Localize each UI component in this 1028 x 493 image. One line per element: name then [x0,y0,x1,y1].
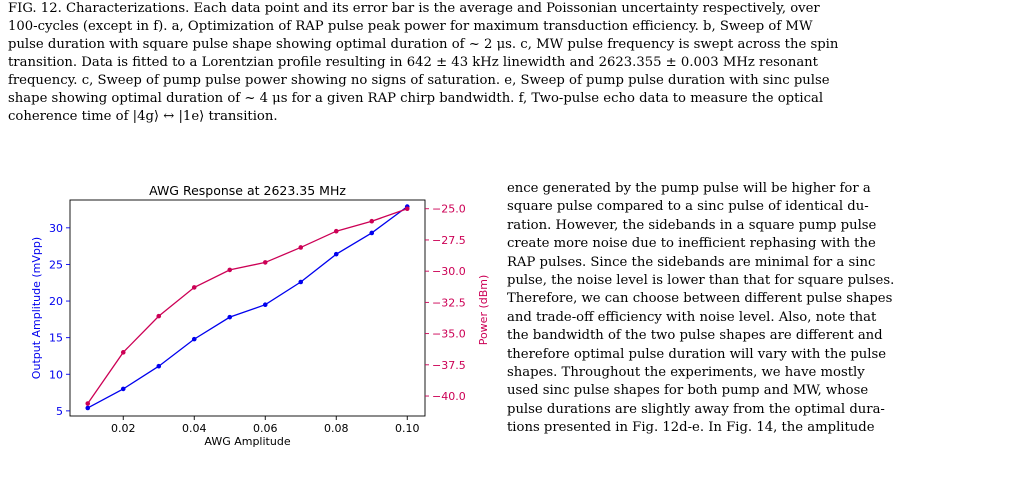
y-tick-label: 20 [49,295,63,308]
body-line: tions presented in Fig. 12d-e. In Fig. 1… [507,420,875,436]
data-point-power [333,228,339,234]
body-line: pulse durations are slightly away from t… [507,401,885,417]
data-point-power [156,313,162,319]
y2-tick-label: −27.5 [432,234,466,247]
body-line: ence generated by the pump pulse will be… [507,181,871,196]
caption-line: transition. Data is fitted to a Lorentzi… [8,55,818,70]
y-tick-label: 25 [49,258,63,271]
data-point-output [120,386,126,392]
x-tick-label: 0.02 [111,422,136,435]
y2-axis-label: Power (dBm) [477,275,490,346]
data-point-output [156,363,162,369]
chart-title: AWG Response at 2623.35 MHz [149,183,346,198]
body-line: therefore optimal pulse duration will va… [507,346,887,362]
body-line: create more noise due to inefficient rep… [507,236,876,252]
x-tick-label: 0.04 [182,422,207,435]
y-tick-label: 30 [49,222,63,235]
body-line: the bandwidth of the two pulse shapes ar… [507,328,883,344]
body-line: shapes. Throughout the experiments, we h… [507,365,865,381]
data-point-power [191,285,197,290]
body-line: and trade-off efficiency with noise leve… [507,309,877,325]
x-tick-label: 0.06 [253,422,278,435]
y-tick-label: 5 [56,405,63,418]
series-line-power [87,208,408,404]
body-line: RAP pulses. Since the sidebands are mini… [507,254,876,270]
y-tick-label: 15 [49,332,63,345]
data-point-output [298,279,304,285]
figure-caption: FIG. 12. Characterizations. Each data po… [8,0,1020,126]
data-point-output [333,251,339,257]
data-point-power [262,260,268,265]
chart-svg: 0.02 0.04 0.06 0.08 0.10 5 10 15 20 25 30 −25.0 −27.… [30,183,490,448]
body-line: used sinc pulse shapes for both pump and… [507,383,869,399]
series-line-output [87,206,408,409]
body-line: ration. However, the sidebands in a squa… [507,217,877,233]
caption-line: 100-cycles (except in f). a, Optimizatio… [8,19,813,34]
data-point-output [191,336,197,342]
awg-response-chart: 0.02 0.04 0.06 0.08 0.10 5 10 15 20 25 30 −25.0 −27.… [0,180,500,475]
data-point-power [369,218,375,224]
caption-line: shape showing optimal duration of ~ 4 μs… [8,91,824,106]
data-point-output [85,405,91,411]
plot-frame [69,199,426,417]
y2-tick-label: −37.5 [432,359,466,372]
data-point-power [85,401,91,406]
y-tick-label: 10 [49,368,63,381]
data-point-power [227,267,233,273]
caption-line: pulse duration with square pulse shape s… [8,37,839,52]
x-tick-label: 0.08 [324,422,349,435]
x-axis-label: AWG Amplitude [204,435,290,448]
caption-line: FIG. 12. Characterizations. Each data po… [8,1,820,16]
data-point-output [369,230,375,236]
data-point-power [404,206,410,212]
y2-tick-label: −25.0 [432,203,466,216]
data-point-power [120,350,126,355]
y2-tick-label: −40.0 [432,390,466,403]
body-line: square pulse compared to a sinc pulse of… [507,199,869,215]
body-line: Therefore, we can choose between differe… [507,291,893,307]
body-line: pulse, the noise level is lower than tha… [507,273,895,289]
data-point-output [262,302,268,308]
y-axis-label: Output Amplitude (mVpp) [30,237,43,379]
data-point-output [227,314,233,320]
caption-line: frequency. c, Sweep of pump pulse power … [8,73,830,88]
data-point-power [298,245,304,250]
y2-tick-label: −32.5 [432,296,466,309]
caption-line: coherence time of |4g⟩ ↔ |1e⟩ transition… [8,109,278,124]
body-paragraph: ence generated by the pump pulse will be… [507,180,1020,438]
y2-tick-label: −30.0 [432,265,466,278]
y2-tick-label: −35.0 [432,328,466,341]
x-tick-label: 0.10 [395,422,420,435]
